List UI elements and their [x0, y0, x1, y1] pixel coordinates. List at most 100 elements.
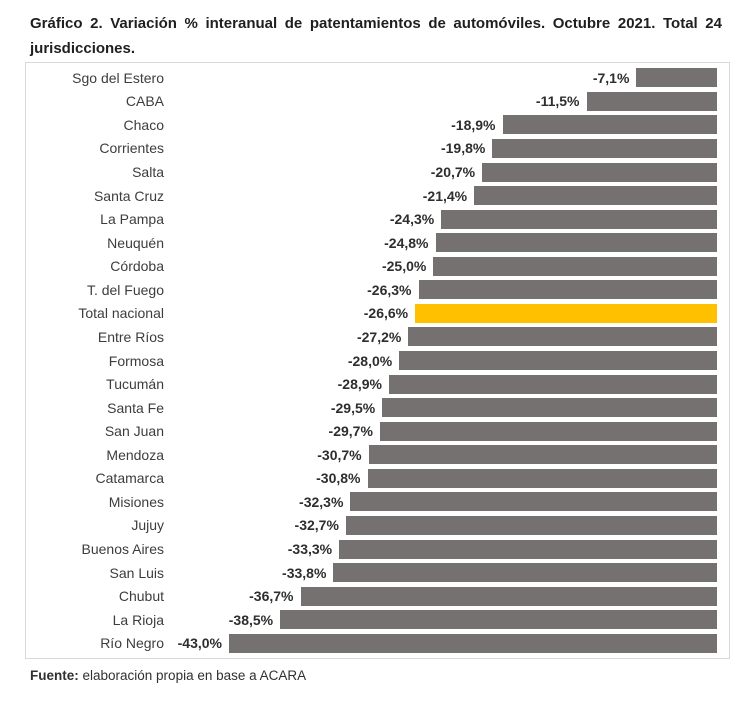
bar-track: -25,0% [164, 255, 729, 279]
data-bar [433, 256, 717, 276]
bar-track: -26,6% [164, 302, 729, 326]
bar-row: Buenos Aires -33,3% [26, 537, 729, 561]
value-label: -26,6% [363, 305, 409, 322]
chart-title: Gráfico 2. Variación % interanual de pat… [30, 15, 722, 57]
value-label: -19,8% [440, 140, 486, 157]
value-label: -29,7% [328, 423, 373, 440]
bar-track: -18,9% [164, 113, 729, 137]
bar-track: -24,3% [164, 207, 729, 231]
category-label: La Rioja [112, 611, 164, 628]
data-bar [474, 186, 717, 206]
bar-row: Mendoza -30,7% [26, 443, 729, 467]
category-label: Chaco [123, 116, 164, 133]
value-label: -26,3% [367, 281, 412, 298]
data-bar [229, 633, 717, 653]
data-bar [345, 515, 717, 535]
data-bar [586, 91, 717, 111]
bar-row: Córdoba -25,0% [26, 255, 729, 279]
data-bar [389, 374, 717, 394]
bar-track: -29,5% [164, 396, 729, 420]
bar-row: Chubut -36,7% [26, 584, 729, 608]
bar-row: Catamarca -30,8% [26, 467, 729, 491]
bar-track: -32,3% [164, 490, 729, 514]
category-label: Entre Ríos [97, 328, 164, 345]
bar-track: -43,0% [164, 632, 729, 656]
bar-track: -29,7% [164, 419, 729, 443]
data-bar [368, 445, 717, 465]
category-label: San Juan [104, 423, 164, 440]
bar-row: Santa Fe -29,5% [26, 396, 729, 420]
bar-row: Formosa -28,0% [26, 349, 729, 373]
data-bar [482, 162, 717, 182]
bar-track: -33,8% [164, 561, 729, 585]
data-bar [408, 327, 717, 347]
bar-row: Tucumán -28,9% [26, 372, 729, 396]
highlight-bar [415, 303, 717, 323]
bar-row: Sgo del Estero -7,1% [26, 66, 729, 90]
category-label: Santa Fe [107, 399, 164, 416]
category-label: Salta [132, 164, 164, 180]
category-label: Catamarca [95, 470, 164, 487]
source-note: Fuente: elaboración propia en base a ACA… [30, 668, 306, 683]
value-label: -11,5% [535, 93, 580, 110]
data-bar [379, 421, 717, 441]
value-label: -36,7% [249, 588, 294, 605]
category-label: Chubut [118, 588, 164, 605]
value-label: -33,3% [287, 541, 333, 557]
category-label: Córdoba [110, 258, 164, 275]
data-bar [399, 351, 717, 370]
category-label: Río Negro [100, 635, 164, 652]
value-label: -30,8% [316, 470, 361, 487]
bar-track: -21,4% [164, 184, 729, 208]
value-label: -24,3% [389, 211, 435, 228]
value-label: -20,7% [430, 164, 476, 180]
data-bar [300, 586, 717, 606]
data-bar [280, 610, 717, 630]
bar-track: -19,8% [164, 137, 729, 161]
value-label: -32,7% [294, 517, 339, 534]
bar-track: -30,7% [164, 443, 729, 467]
bar-track: -7,1% [164, 66, 729, 90]
data-bar [636, 68, 717, 88]
value-label: -21,4% [422, 187, 468, 204]
value-label: -38,5% [228, 611, 274, 628]
data-bar [418, 280, 717, 300]
bar-track: -27,2% [164, 325, 729, 349]
value-label: -7,1% [592, 69, 630, 86]
value-label: -27,2% [356, 328, 402, 345]
bar-track: -32,7% [164, 514, 729, 538]
bar-track: -28,9% [164, 372, 729, 396]
category-label: Santa Cruz [93, 187, 164, 204]
bar-track: -36,7% [164, 584, 729, 608]
value-label: -30,7% [317, 446, 362, 463]
bar-row: Entre Ríos -27,2% [26, 325, 729, 349]
bar-track: -20,7% [164, 160, 729, 184]
value-label: -28,0% [347, 352, 393, 369]
bar-track: -11,5% [164, 90, 729, 114]
value-label: -24,8% [384, 234, 429, 251]
data-bar [382, 398, 717, 418]
bar-row: La Pampa -24,3% [26, 207, 729, 231]
data-bar [333, 563, 717, 583]
data-bar [441, 209, 717, 229]
value-label: -28,9% [337, 376, 382, 393]
bar-row: CABA -11,5% [26, 90, 729, 114]
bar-track: -26,3% [164, 278, 729, 302]
category-label: San Luis [109, 564, 164, 581]
chart-plot-area: Sgo del Estero -7,1% CABA -11,5% Chaco -18,9%… [25, 62, 730, 659]
bar-row: Río Negro -43,0% [26, 632, 729, 656]
bar-row: San Juan -29,7% [26, 419, 729, 443]
bar-row: Neuquén -24,8% [26, 231, 729, 255]
bar-track: -38,5% [164, 608, 729, 632]
data-bar [492, 138, 717, 158]
bar-track: -30,8% [164, 467, 729, 491]
bar-row: Jujuy -32,7% [26, 514, 729, 538]
value-label: -43,0% [177, 635, 222, 652]
bar-row: Misiones -32,3% [26, 490, 729, 514]
category-label: La Pampa [100, 211, 164, 228]
bar-track: -24,8% [164, 231, 729, 255]
bar-row: Santa Cruz -21,4% [26, 184, 729, 208]
value-label: -32,3% [299, 493, 344, 510]
value-label: -33,8% [282, 564, 327, 581]
data-bar [350, 492, 717, 512]
